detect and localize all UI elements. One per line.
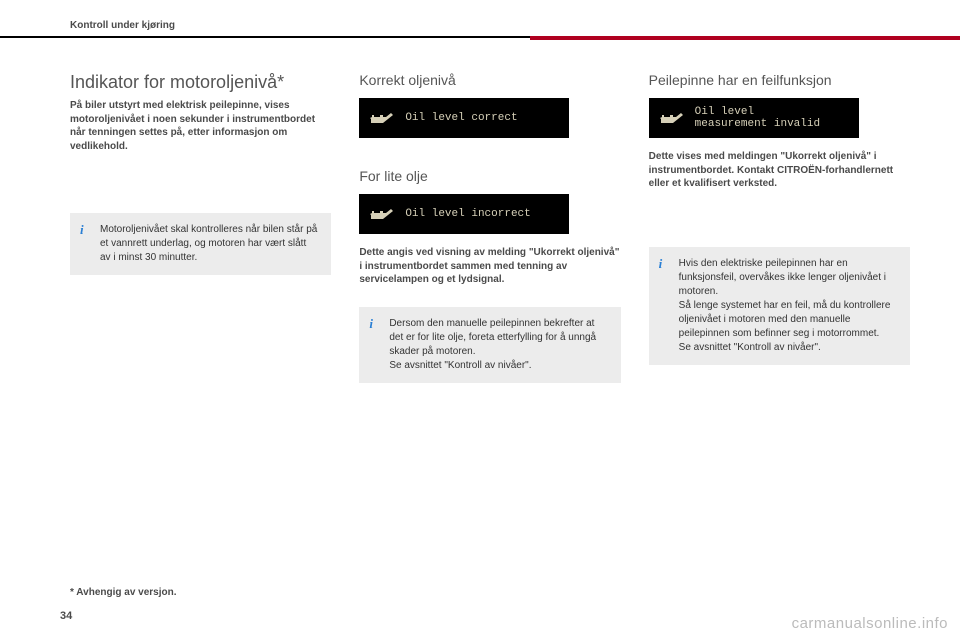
column-1: Indikator for motoroljenivå* På biler ut…	[70, 72, 331, 397]
section-label: Kontroll under kjøring	[70, 20, 175, 31]
footnote: * Avhengig av versjon.	[70, 587, 177, 598]
display-text: Oil level incorrect	[405, 208, 530, 220]
display-text: Oil level correct	[405, 112, 517, 124]
page-number: 34	[60, 610, 72, 622]
heading-low-level: For lite olje	[359, 168, 620, 184]
display-oil-correct: Oil level correct	[359, 98, 569, 138]
display-text: Oil level measurement invalid	[695, 106, 820, 130]
display-oil-invalid: Oil level measurement invalid	[649, 98, 859, 138]
display-oil-incorrect: Oil level incorrect	[359, 194, 569, 234]
info-icon: i	[80, 223, 93, 236]
content-area: Indikator for motoroljenivå* På biler ut…	[70, 72, 910, 397]
heading-fault: Peilepinne har en feilfunksjon	[649, 72, 910, 88]
info-box-refill: i Dersom den manuelle peilepinnen bekref…	[359, 307, 620, 383]
heading-correct-level: Korrekt oljenivå	[359, 72, 620, 88]
column-3: Peilepinne har en feilfunksjon Oil level…	[649, 72, 910, 397]
info-text: Hvis den elektriske peilepinnen har en f…	[679, 258, 891, 353]
info-box-fault: i Hvis den elektriske peilepinnen har en…	[649, 247, 910, 365]
info-icon: i	[659, 257, 672, 270]
oil-can-icon	[369, 206, 395, 222]
intro-text: På biler utstyrt med elektrisk peilepinn…	[70, 99, 331, 153]
page-title: Indikator for motoroljenivå*	[70, 72, 331, 93]
info-text: Motoroljenivået skal kontrolleres når bi…	[100, 224, 317, 263]
header-rule	[0, 36, 960, 38]
watermark: carmanualsonline.info	[792, 615, 948, 632]
column-2: Korrekt oljenivå Oil level correct For l…	[359, 72, 620, 397]
info-icon: i	[369, 317, 382, 330]
fault-text: Dette vises med meldingen "Ukorrekt olje…	[649, 150, 910, 191]
info-text: Dersom den manuelle peilepinnen bekrefte…	[389, 318, 596, 371]
info-box-check-level: i Motoroljenivået skal kontrolleres når …	[70, 213, 331, 275]
oil-can-icon	[659, 110, 685, 126]
low-level-text: Dette angis ved visning av melding "Ukor…	[359, 246, 620, 287]
oil-can-icon	[369, 110, 395, 126]
